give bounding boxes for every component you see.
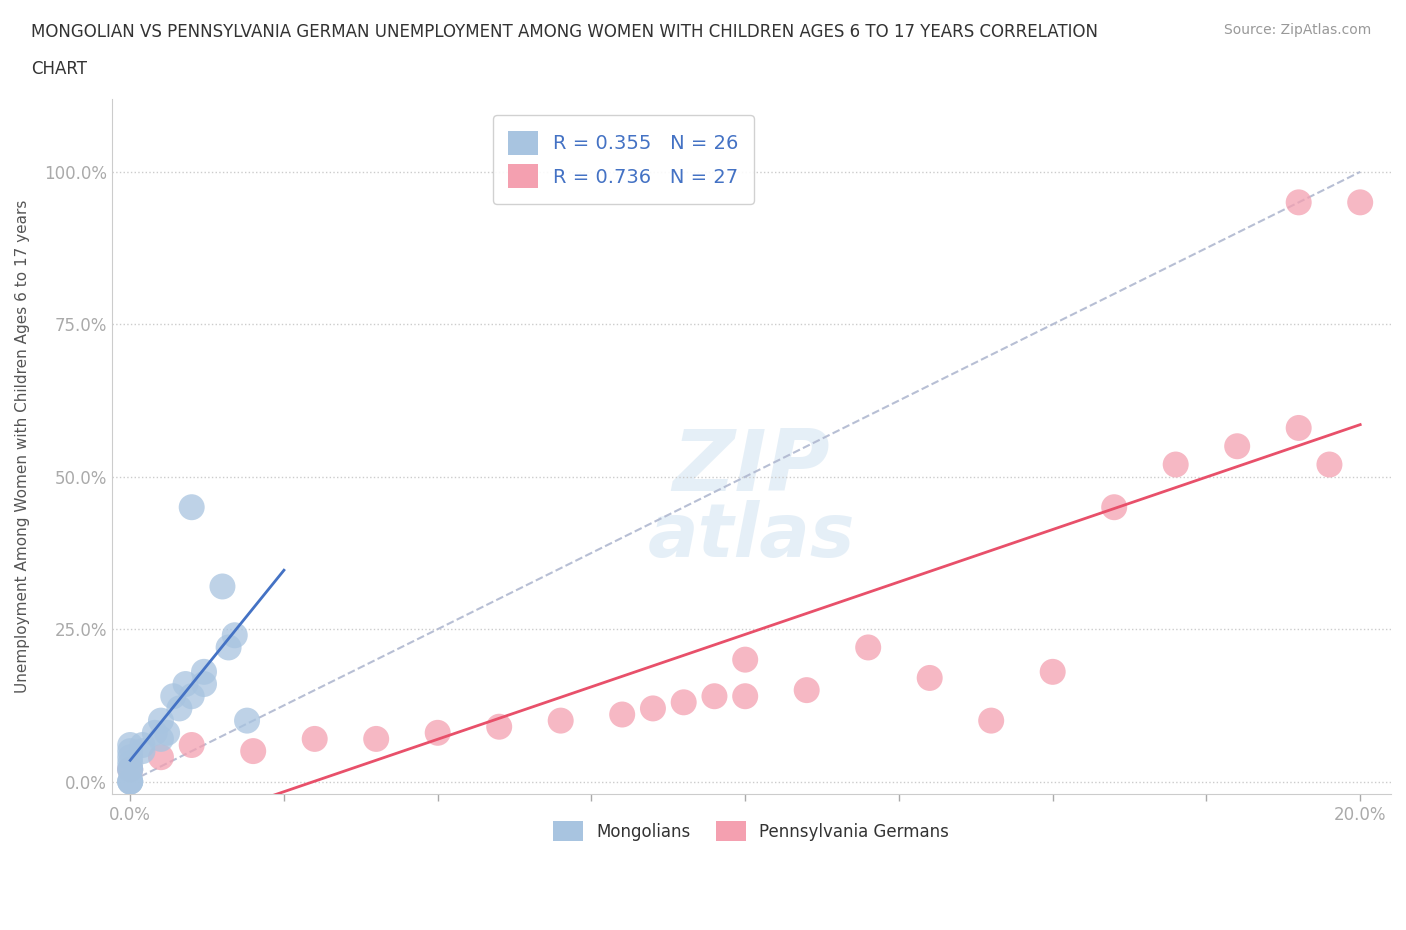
Point — [1164, 457, 1187, 472]
Text: ZIP: ZIP — [672, 426, 830, 509]
Point — [1102, 499, 1125, 514]
Point — [193, 664, 215, 679]
Point — [224, 628, 246, 643]
Point — [193, 677, 215, 692]
Legend: Mongolians, Pennsylvania Germans: Mongolians, Pennsylvania Germans — [547, 815, 956, 848]
Point — [236, 713, 259, 728]
Y-axis label: Unemployment Among Women with Children Ages 6 to 17 years: Unemployment Among Women with Children A… — [15, 200, 30, 693]
Point — [218, 640, 240, 655]
Point — [918, 671, 941, 685]
Point — [120, 774, 142, 789]
Point — [426, 725, 449, 740]
Point — [131, 737, 153, 752]
Point — [120, 774, 142, 789]
Point — [180, 499, 202, 514]
Point — [242, 744, 264, 759]
Point — [120, 762, 142, 777]
Point — [162, 689, 184, 704]
Point — [1348, 195, 1371, 210]
Point — [796, 683, 818, 698]
Point — [120, 762, 142, 777]
Point — [1042, 664, 1064, 679]
Point — [120, 737, 142, 752]
Point — [143, 725, 166, 740]
Text: Source: ZipAtlas.com: Source: ZipAtlas.com — [1223, 23, 1371, 37]
Point — [734, 689, 756, 704]
Point — [488, 719, 510, 734]
Point — [366, 732, 388, 747]
Point — [131, 744, 153, 759]
Text: atlas: atlas — [648, 500, 855, 573]
Point — [980, 713, 1002, 728]
Point — [149, 750, 172, 764]
Point — [703, 689, 725, 704]
Point — [149, 732, 172, 747]
Point — [156, 725, 179, 740]
Point — [1319, 457, 1341, 472]
Point — [120, 774, 142, 789]
Point — [120, 744, 142, 759]
Point — [211, 579, 233, 594]
Text: MONGOLIAN VS PENNSYLVANIA GERMAN UNEMPLOYMENT AMONG WOMEN WITH CHILDREN AGES 6 T: MONGOLIAN VS PENNSYLVANIA GERMAN UNEMPLO… — [31, 23, 1098, 41]
Point — [169, 701, 191, 716]
Point — [1288, 195, 1310, 210]
Point — [672, 695, 695, 710]
Point — [550, 713, 572, 728]
Point — [856, 640, 879, 655]
Point — [120, 750, 142, 764]
Point — [120, 762, 142, 777]
Point — [1226, 439, 1249, 454]
Point — [1288, 420, 1310, 435]
Point — [641, 701, 664, 716]
Point — [612, 707, 634, 722]
Text: CHART: CHART — [31, 60, 87, 78]
Point — [180, 689, 202, 704]
Point — [149, 713, 172, 728]
Point — [174, 677, 197, 692]
Point — [304, 732, 326, 747]
Point — [734, 652, 756, 667]
Point — [180, 737, 202, 752]
Point — [120, 756, 142, 771]
